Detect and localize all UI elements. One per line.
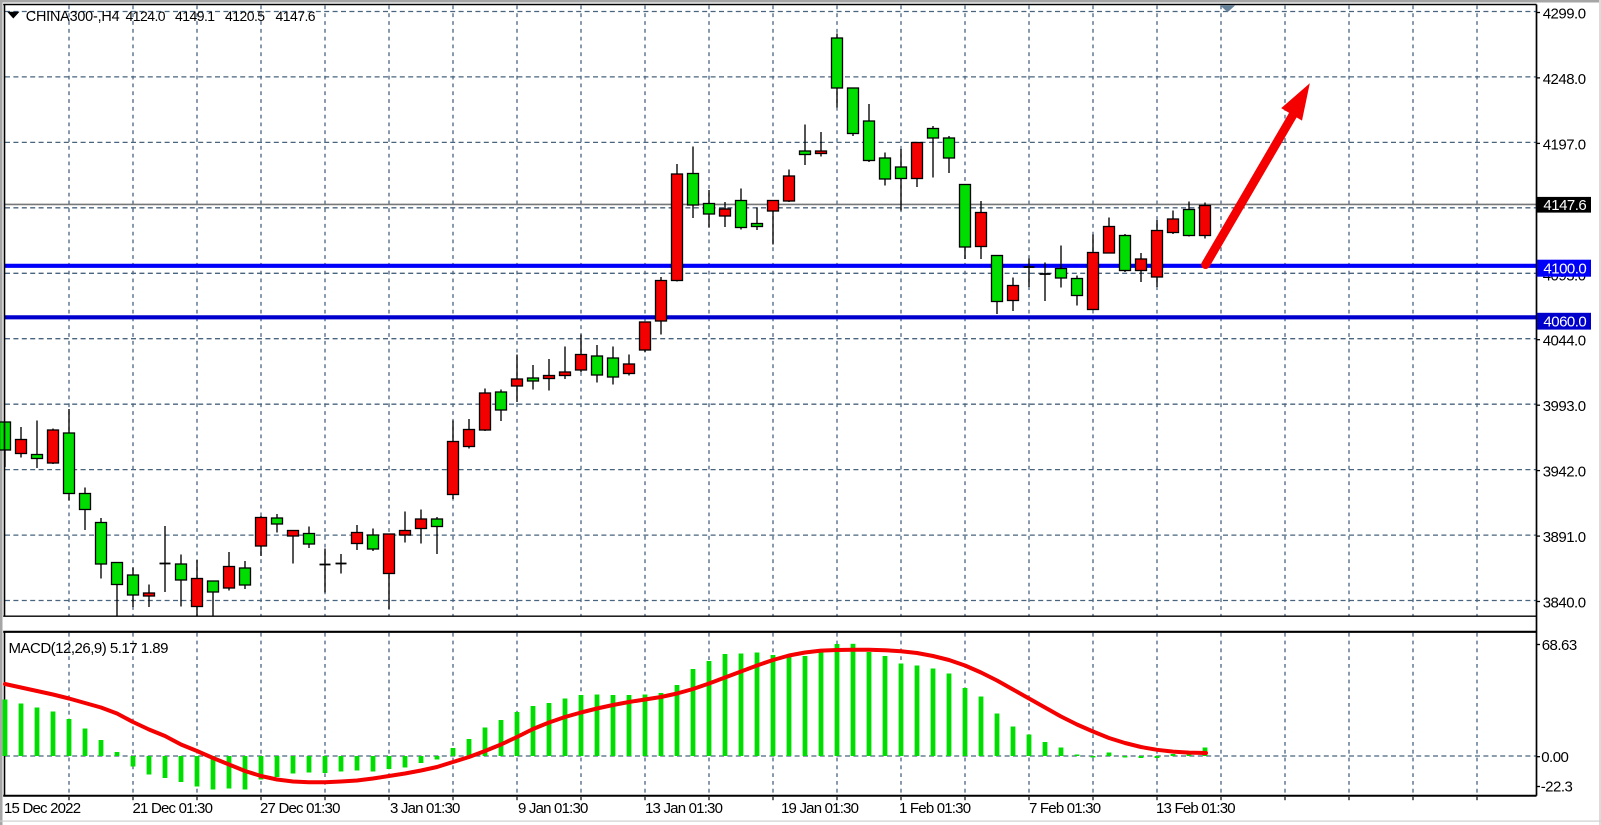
- svg-text:4060.0: 4060.0: [1543, 314, 1586, 331]
- svg-text:4248.0: 4248.0: [1543, 71, 1586, 88]
- svg-text:4147.6: 4147.6: [276, 8, 316, 24]
- svg-text:0.00: 0.00: [1541, 749, 1568, 766]
- svg-text:13 Feb 01:30: 13 Feb 01:30: [1156, 800, 1235, 817]
- svg-text:27 Dec 01:30: 27 Dec 01:30: [260, 800, 340, 817]
- svg-text:3840.0: 3840.0: [1543, 595, 1586, 612]
- svg-text:4124.0: 4124.0: [126, 8, 166, 24]
- svg-text:21 Dec 01:30: 21 Dec 01:30: [133, 800, 213, 817]
- svg-text:68.63: 68.63: [1542, 637, 1577, 654]
- svg-text:9 Jan 01:30: 9 Jan 01:30: [518, 800, 588, 817]
- svg-text:19 Jan 01:30: 19 Jan 01:30: [781, 800, 859, 817]
- svg-text:CHINA300-,H4: CHINA300-,H4: [26, 9, 120, 25]
- svg-text:4044.0: 4044.0: [1543, 333, 1586, 350]
- svg-text:1 Feb 01:30: 1 Feb 01:30: [899, 800, 971, 817]
- svg-text:4100.0: 4100.0: [1543, 261, 1586, 278]
- svg-text:-22.3: -22.3: [1541, 778, 1573, 795]
- svg-text:4197.0: 4197.0: [1543, 136, 1586, 153]
- svg-text:3993.0: 3993.0: [1543, 398, 1586, 415]
- svg-text:7 Feb 01:30: 7 Feb 01:30: [1029, 800, 1101, 817]
- svg-text:4149.1: 4149.1: [175, 8, 215, 24]
- svg-text:13 Jan 01:30: 13 Jan 01:30: [645, 800, 723, 817]
- svg-text:3891.0: 3891.0: [1543, 529, 1586, 546]
- svg-text:3 Jan 01:30: 3 Jan 01:30: [390, 800, 460, 817]
- svg-text:15 Dec 2022: 15 Dec 2022: [4, 800, 81, 817]
- svg-text:3942.0: 3942.0: [1543, 464, 1586, 481]
- svg-text:4299.0: 4299.0: [1543, 6, 1586, 23]
- svg-text:MACD(12,26,9) 5.17 1.89: MACD(12,26,9) 5.17 1.89: [9, 640, 169, 657]
- svg-text:4147.6: 4147.6: [1543, 197, 1586, 214]
- svg-text:4120.5: 4120.5: [225, 8, 265, 24]
